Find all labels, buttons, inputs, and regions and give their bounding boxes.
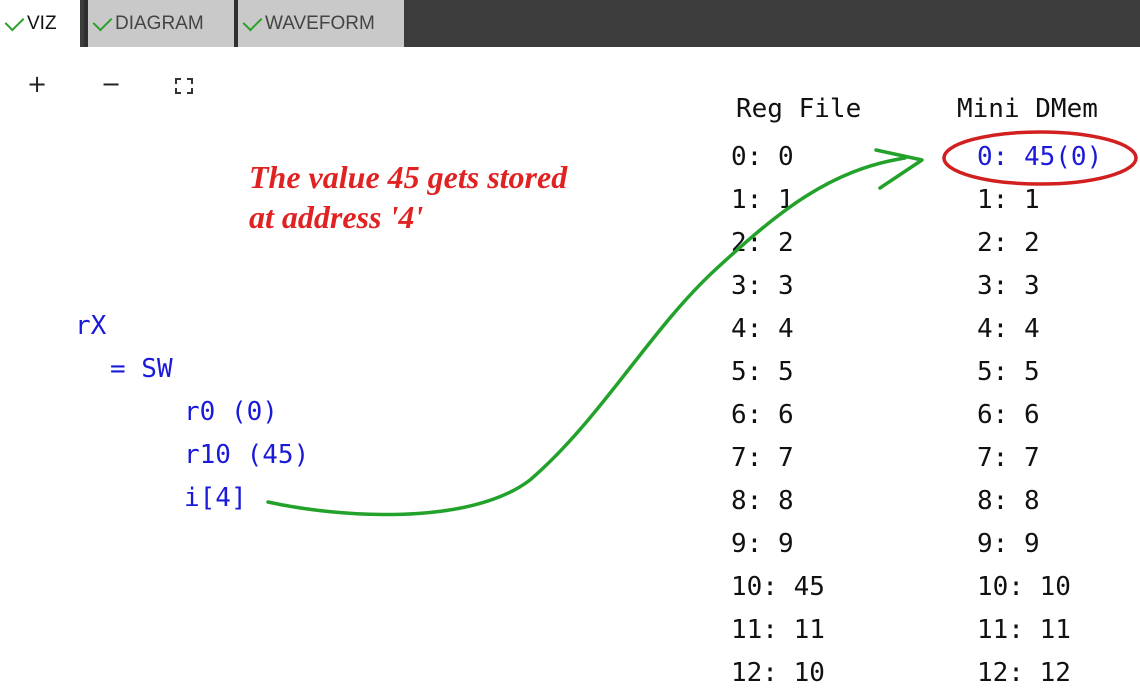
reg-file-row: 8: 8 [731, 486, 794, 516]
expression-arg-3[interactable]: i[4] [184, 483, 247, 513]
dmem-row: 7: 7 [977, 443, 1040, 473]
expression-arg-2[interactable]: r10 (45) [184, 440, 310, 470]
dmem-row: 2: 2 [977, 228, 1040, 258]
reg-file-row: 3: 3 [731, 271, 794, 301]
reg-file-header: Reg File [736, 94, 862, 124]
dmem-header: Mini DMem [957, 94, 1098, 124]
tab-diagram[interactable]: DIAGRAM [84, 0, 234, 47]
tab-label: WAVEFORM [265, 12, 375, 34]
dmem-row: 12: 12 [977, 658, 1071, 688]
expression-arg-1[interactable]: r0 (0) [184, 397, 278, 427]
reg-file-row: 10: 45 [731, 572, 825, 602]
dmem-row: 5: 5 [977, 357, 1040, 387]
check-icon [92, 11, 113, 32]
zoom-in-button[interactable]: + [27, 70, 48, 98]
arrow-head-icon [874, 148, 924, 190]
dmem-row: 11: 11 [977, 615, 1071, 645]
expression-signal[interactable]: rX [75, 311, 107, 341]
reg-file-row: 7: 7 [731, 443, 794, 473]
reg-file-row: 6: 6 [731, 400, 794, 430]
reg-file-row: 5: 5 [731, 357, 794, 387]
reg-file-row: 2: 2 [731, 228, 794, 258]
annotation-line-2: at address '4' [249, 199, 424, 235]
reg-file-row: 11: 11 [731, 615, 825, 645]
zoom-out-button[interactable]: − [101, 70, 122, 98]
dmem-row: 10: 10 [977, 572, 1071, 602]
tab-label: VIZ [27, 12, 57, 34]
dmem-row: 3: 3 [977, 271, 1040, 301]
tab-bar: VIZ DIAGRAM WAVEFORM [0, 0, 1140, 47]
dmem-row: 0: 45(0) [977, 142, 1103, 172]
reg-file-row: 1: 1 [731, 185, 794, 215]
expression-op[interactable]: = SW [110, 354, 173, 384]
tab-label: DIAGRAM [115, 12, 204, 34]
check-icon [242, 11, 263, 32]
dmem-row: 6: 6 [977, 400, 1040, 430]
reg-file-row: 4: 4 [731, 314, 794, 344]
dmem-row: 1: 1 [977, 185, 1040, 215]
reg-file-row: 12: 10 [731, 658, 825, 688]
dmem-row: 9: 9 [977, 529, 1040, 559]
annotation-line-1: The value 45 gets stored [249, 159, 568, 195]
annotation-text: The value 45 gets stored at address '4' [249, 157, 669, 237]
tab-viz[interactable]: VIZ [0, 0, 80, 47]
reg-file-row: 9: 9 [731, 529, 794, 559]
fullscreen-icon[interactable] [175, 78, 193, 94]
check-icon [4, 11, 25, 32]
reg-file-row: 0: 0 [731, 142, 794, 172]
tab-waveform[interactable]: WAVEFORM [234, 0, 404, 47]
dmem-row: 8: 8 [977, 486, 1040, 516]
dmem-row: 4: 4 [977, 314, 1040, 344]
